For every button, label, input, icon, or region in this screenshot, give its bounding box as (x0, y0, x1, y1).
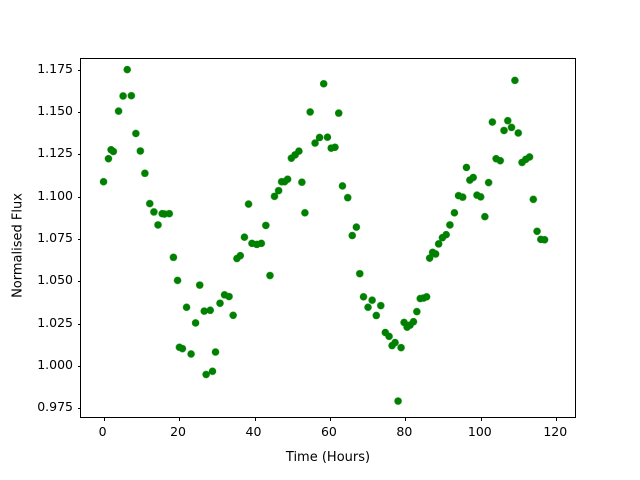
x-tick-0 (103, 417, 105, 421)
y-tick-1.050 (77, 281, 81, 283)
y-tick-1.000 (77, 365, 81, 367)
x-ticklabel: 80 (396, 424, 413, 439)
x-tick-40 (254, 417, 256, 421)
x-tick-80 (405, 417, 407, 421)
y-ticklabel: 1.150 (37, 103, 73, 119)
y-ticklabel: 1.025 (37, 314, 73, 330)
x-axis-label: Time (Hours) (285, 450, 371, 465)
x-ticklabel: 0 (98, 424, 107, 439)
x-ticklabel: 100 (467, 424, 492, 439)
y-ticklabel: 1.050 (37, 272, 73, 288)
plot-axes (77, 58, 576, 421)
y-ticklabel: 1.100 (37, 187, 73, 203)
y-tick-1.075 (77, 239, 81, 240)
y-ticklabel: 1.175 (37, 60, 73, 76)
y-ticklabel: 1.075 (37, 230, 73, 245)
y-ticklabel: 0.975 (37, 399, 73, 414)
x-tick-60 (329, 417, 331, 421)
x-ticklabel: 60 (320, 424, 337, 439)
y-ticklabel: 1.125 (37, 145, 73, 161)
x-ticklabel: 120 (543, 424, 568, 439)
y-tick-1.150 (77, 112, 81, 114)
x-ticklabel: 20 (170, 424, 187, 439)
y-tick-0.975 (77, 408, 81, 409)
y-axis-label: Normalised Flux (10, 193, 26, 298)
x-ticklabel: 40 (245, 424, 262, 439)
y-ticklabel: 1.000 (37, 356, 73, 372)
scatter-points-layer (81, 59, 575, 417)
x-tick-100 (480, 417, 482, 421)
x-tick-20 (179, 417, 181, 421)
x-tick-120 (556, 417, 558, 421)
y-tick-1.025 (77, 323, 81, 325)
y-tick-1.100 (77, 196, 81, 198)
y-tick-1.125 (77, 154, 81, 156)
y-tick-1.175 (77, 69, 81, 71)
